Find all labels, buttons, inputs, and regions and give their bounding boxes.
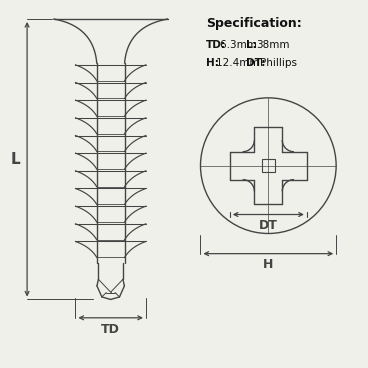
- Bar: [262, 159, 275, 172]
- Text: TD: TD: [101, 323, 120, 336]
- Text: Phillips: Phillips: [260, 58, 297, 68]
- Text: 12.4mm: 12.4mm: [216, 58, 263, 68]
- Text: L:: L:: [246, 40, 257, 50]
- Text: TD:: TD:: [206, 40, 226, 50]
- Text: 38mm: 38mm: [256, 40, 290, 50]
- Text: DT: DT: [259, 219, 278, 232]
- Text: H: H: [263, 258, 273, 271]
- Text: 6.3mm: 6.3mm: [220, 40, 260, 50]
- Text: DT:: DT:: [246, 58, 266, 68]
- Text: L: L: [11, 152, 20, 167]
- Text: Specification:: Specification:: [206, 17, 302, 30]
- Text: H:: H:: [206, 58, 219, 68]
